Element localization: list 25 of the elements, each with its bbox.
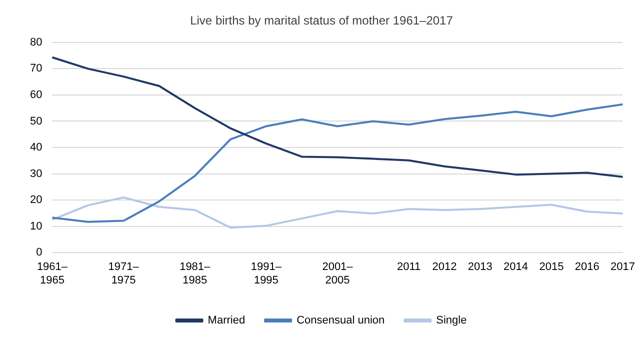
x-tick-label: 1971–1975 — [108, 261, 140, 286]
y-tick-label: 80 — [30, 36, 42, 48]
x-tick-label: 2012 — [432, 261, 457, 274]
y-tick-label: 30 — [30, 168, 42, 180]
x-tick-label: 2014 — [504, 261, 528, 274]
x-tick-label: 2015 — [539, 261, 564, 274]
y-tick-label: 50 — [30, 115, 42, 128]
y-tick-label: 0 — [36, 246, 42, 259]
y-tick-label: 60 — [30, 88, 42, 101]
x-tick-label: 2017 — [610, 261, 636, 274]
y-tick-label: 20 — [30, 194, 42, 206]
x-tick-label: 1991–1995 — [250, 261, 282, 286]
x-tick-label: 1981–1985 — [180, 261, 212, 286]
x-tick-label: 2013 — [468, 261, 492, 274]
x-tick-label: 2016 — [574, 261, 600, 274]
x-tick-label: 2011 — [396, 261, 421, 274]
legend-label: Married — [208, 314, 246, 327]
x-tick-label: 1961–1965 — [36, 261, 68, 286]
y-tick-label: 10 — [30, 220, 42, 232]
y-tick-label: 40 — [30, 142, 42, 154]
legend-label: Single — [436, 314, 467, 327]
legend-label: Consensual union — [296, 314, 385, 327]
chart-title: Live births by marital status of mother 1961–2017 — [190, 14, 454, 28]
x-tick-label: 2001–2005 — [322, 261, 354, 286]
y-tick-label: 70 — [30, 62, 42, 75]
